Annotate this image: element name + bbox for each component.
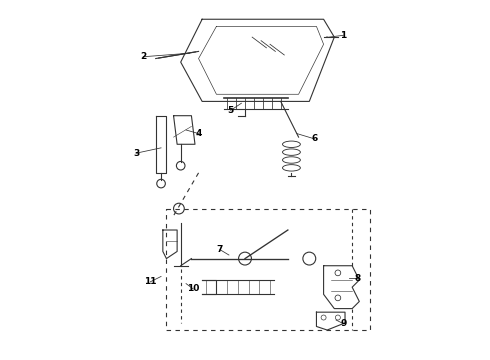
Text: 10: 10 — [187, 284, 199, 293]
Text: 1: 1 — [340, 31, 346, 40]
Text: 4: 4 — [196, 129, 202, 138]
Text: 6: 6 — [312, 134, 318, 143]
Text: 2: 2 — [140, 52, 147, 61]
Text: 7: 7 — [217, 245, 223, 254]
Text: 3: 3 — [133, 149, 139, 158]
Text: 8: 8 — [354, 274, 361, 283]
Text: 11: 11 — [144, 277, 157, 286]
Text: 5: 5 — [227, 106, 234, 115]
Text: 9: 9 — [340, 319, 346, 328]
